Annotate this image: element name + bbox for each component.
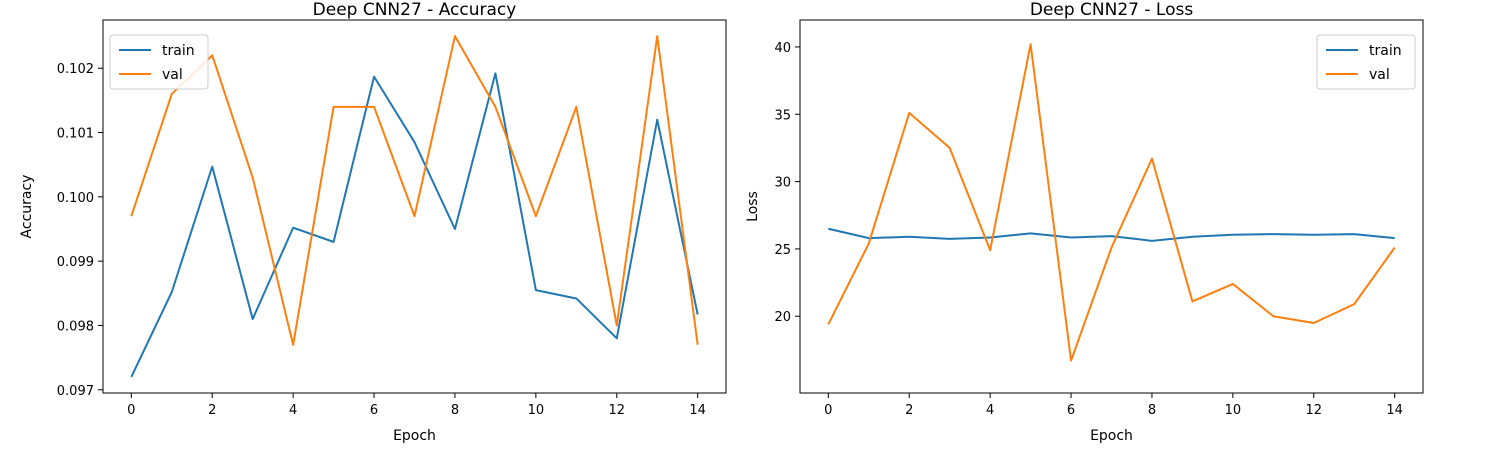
accuracy-chart: Deep CNN27 - Accuracy 0 2 4 6 8 10 12 14 0.097 0.0… (19, 0, 727, 444)
accuracy-legend: train val (109, 34, 209, 90)
accuracy-y-tick-label: 0.100 (57, 191, 94, 206)
accuracy-y-tick-label: 0.101 (57, 127, 94, 142)
loss-legend-box (1316, 34, 1416, 90)
loss-y-tick-label: 40 (774, 41, 791, 56)
loss-series-val-line (827, 43, 1396, 362)
accuracy-y-tick-label: 0.099 (57, 255, 94, 270)
accuracy-axes-frame (102, 19, 727, 394)
accuracy-x-tick-label: 0 (127, 403, 135, 418)
loss-x-tick-label: 4 (986, 403, 994, 418)
accuracy-series-val-line (130, 35, 699, 346)
loss-y-tick-label: 25 (774, 243, 791, 258)
accuracy-x-tick-label: 14 (689, 403, 706, 418)
loss-x-tick-label: 6 (1067, 403, 1075, 418)
accuracy-y-tick-label: 0.097 (57, 384, 94, 399)
loss-x-tick-label: 0 (824, 403, 832, 418)
loss-y-tick-label: 20 (774, 310, 791, 325)
loss-axes-frame (799, 19, 1424, 394)
accuracy-x-tick-label: 2 (208, 403, 216, 418)
loss-x-tick-label: 12 (1305, 403, 1322, 418)
loss-y-axis-label: Loss (745, 191, 761, 222)
loss-x-tick-label: 10 (1225, 403, 1242, 418)
loss-y-tick-label: 30 (774, 176, 791, 191)
loss-legend: train val (1316, 34, 1416, 90)
loss-chart: Deep CNN27 - Loss 0 2 4 6 8 10 12 14 20 25 30 35 40 Ep… (745, 0, 1424, 444)
loss-x-axis-label: Epoch (1090, 428, 1133, 444)
accuracy-x-tick-label: 10 (528, 403, 545, 418)
accuracy-y-tick-label: 0.102 (57, 62, 94, 77)
accuracy-series-train-line (130, 72, 699, 378)
accuracy-legend-box (109, 34, 209, 90)
accuracy-legend-label-train: train (162, 43, 195, 59)
loss-legend-label-train: train (1369, 43, 1402, 59)
accuracy-x-tick-label: 12 (608, 403, 625, 418)
loss-legend-label-val: val (1369, 67, 1390, 83)
loss-chart-title: Deep CNN27 - Loss (1030, 0, 1194, 20)
accuracy-y-tick-label: 0.098 (57, 319, 94, 334)
accuracy-y-axis-label: Accuracy (19, 175, 35, 239)
loss-x-tick-label: 14 (1386, 403, 1403, 418)
accuracy-chart-title: Deep CNN27 - Accuracy (313, 0, 517, 20)
accuracy-legend-label-val: val (162, 67, 183, 83)
accuracy-x-tick-label: 4 (289, 403, 297, 418)
accuracy-x-axis-label: Epoch (393, 428, 436, 444)
accuracy-x-tick-label: 6 (370, 403, 378, 418)
loss-x-tick-label: 2 (905, 403, 913, 418)
loss-x-tick-label: 8 (1148, 403, 1156, 418)
accuracy-x-tick-label: 8 (451, 403, 459, 418)
loss-y-tick-label: 35 (774, 108, 791, 123)
loss-series-train-line (828, 227, 1395, 242)
